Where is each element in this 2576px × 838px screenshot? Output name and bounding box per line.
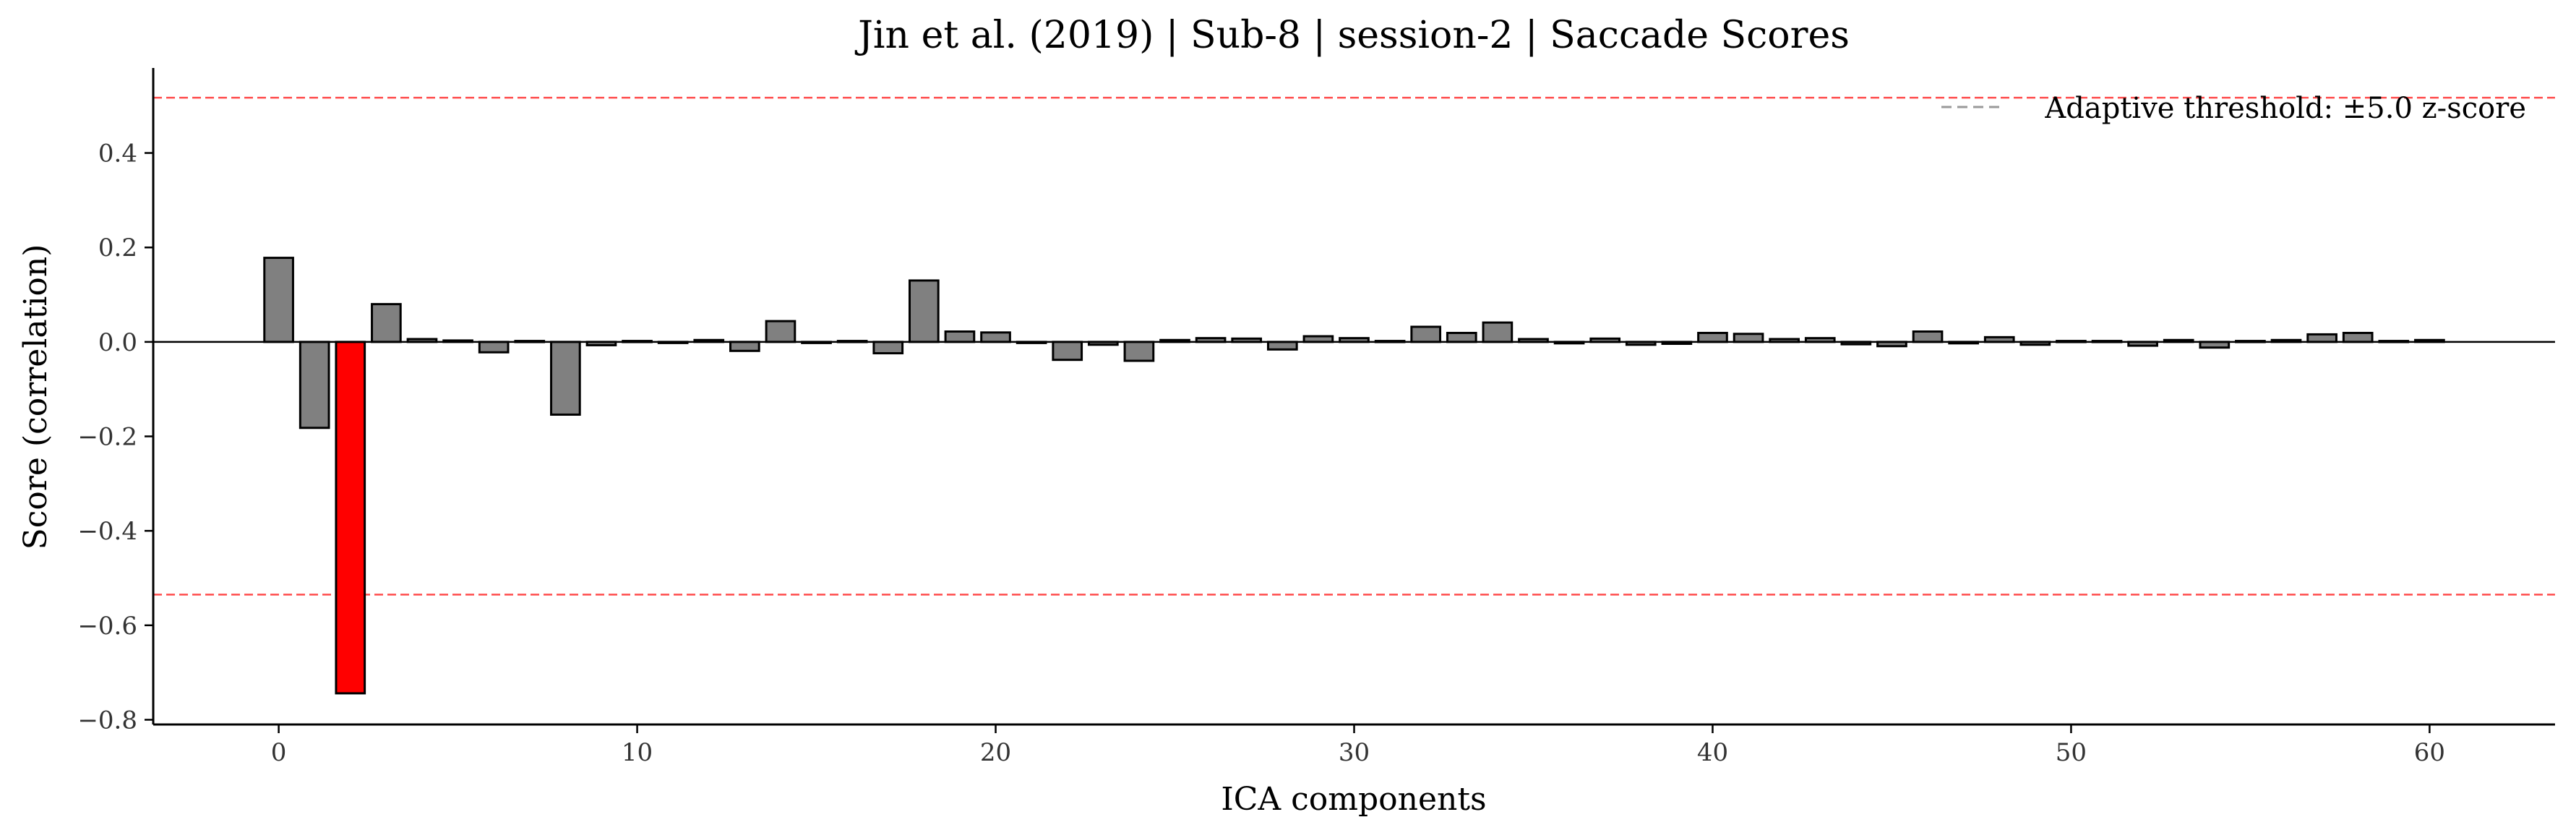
plot-area: 0 10 20 30 40 50 60 0.4 0.2 0.0 −0.2 −0.4 −0.6 −0.8 — [77, 68, 2555, 767]
y-tick-label: 0.4 — [98, 140, 137, 168]
x-tick-label: 60 — [2414, 738, 2445, 767]
bar-component-32 — [1410, 325, 1442, 343]
y-tick-label: −0.4 — [77, 517, 137, 546]
y-tick-label: −0.2 — [77, 423, 137, 452]
bar-component-6 — [478, 341, 510, 354]
x-tick-label: 10 — [622, 738, 653, 767]
bar-component-34 — [1482, 321, 1514, 343]
bar-component-33 — [1446, 331, 1477, 343]
y-tick-label: −0.8 — [77, 706, 137, 735]
bar-component-41 — [1733, 333, 1764, 343]
bar-component-24 — [1123, 341, 1155, 362]
x-tick-label: 30 — [1339, 738, 1370, 767]
bar-component-40 — [1697, 331, 1728, 343]
bar-component-1 — [299, 341, 330, 429]
bar-component-8 — [550, 341, 581, 416]
bar-component-18 — [908, 279, 940, 343]
legend: Adaptive threshold: ±5.0 z-score — [1941, 92, 2526, 125]
x-axis-label: ICA components — [1221, 781, 1486, 818]
x-tick-label: 50 — [2056, 738, 2087, 767]
y-tick-label: 0.2 — [98, 234, 137, 262]
bar-component-13 — [729, 341, 760, 352]
bar-component-58 — [2342, 331, 2374, 343]
bar-component-0 — [263, 257, 294, 343]
legend-threshold-label: Adaptive threshold: ±5.0 z-score — [2044, 92, 2526, 125]
y-tick-label: −0.6 — [77, 612, 137, 641]
bar-component-22 — [1052, 341, 1083, 362]
bar-component-14 — [765, 320, 797, 343]
bar-component-46 — [1912, 330, 1944, 343]
chart-title: Jin et al. (2019) | Sub-8 | session-2 | … — [854, 14, 1850, 57]
bar-component-28 — [1266, 341, 1298, 351]
y-tick-label: 0.0 — [98, 328, 137, 357]
x-tick-label: 40 — [1697, 738, 1728, 767]
x-tick-label: 0 — [271, 738, 287, 767]
bar-component-57 — [2306, 333, 2337, 343]
x-tick-label: 20 — [980, 738, 1011, 767]
bar-component-3 — [371, 303, 402, 343]
bar-component-2 — [335, 341, 366, 695]
bar-component-19 — [944, 330, 976, 343]
bar-component-20 — [980, 331, 1011, 343]
y-axis-label: Score (correlation) — [17, 244, 54, 550]
bar-component-17 — [872, 341, 904, 355]
